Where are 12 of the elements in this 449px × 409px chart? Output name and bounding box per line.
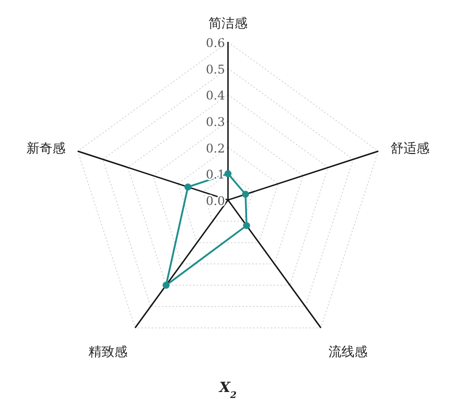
y-tick-label: 0.6 <box>206 36 225 50</box>
y-tick-label: 0.4 <box>206 88 226 103</box>
spoke-label: 精致感 <box>88 345 128 360</box>
spoke-label: 新奇感 <box>26 141 66 156</box>
spoke-label: 简洁感 <box>208 16 248 32</box>
y-tick-label: 0.3 <box>206 115 225 129</box>
y-tick-label: 0.5 <box>206 62 225 76</box>
spoke-label: 流线感 <box>328 344 368 360</box>
y-tick-label: 0.0 <box>206 194 225 208</box>
text: X$_{2}$ <box>218 380 237 400</box>
y-tick-label: 0.2 <box>206 141 225 156</box>
spoke-label: 舒适感 <box>390 141 430 156</box>
